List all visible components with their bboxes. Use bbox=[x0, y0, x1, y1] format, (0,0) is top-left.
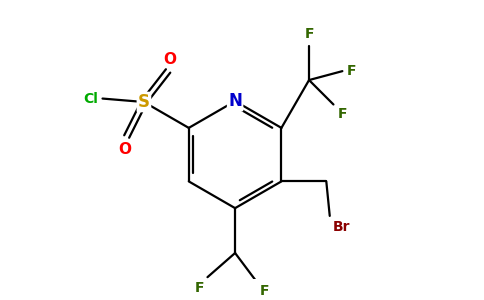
Text: O: O bbox=[163, 52, 176, 67]
Text: F: F bbox=[304, 27, 314, 41]
Text: F: F bbox=[259, 284, 269, 298]
Text: Cl: Cl bbox=[84, 92, 98, 106]
Text: O: O bbox=[119, 142, 132, 157]
Text: Br: Br bbox=[333, 220, 351, 234]
Text: N: N bbox=[228, 92, 242, 110]
Text: F: F bbox=[195, 280, 204, 295]
Text: F: F bbox=[347, 64, 356, 78]
Text: S: S bbox=[138, 93, 150, 111]
Text: F: F bbox=[337, 107, 347, 121]
